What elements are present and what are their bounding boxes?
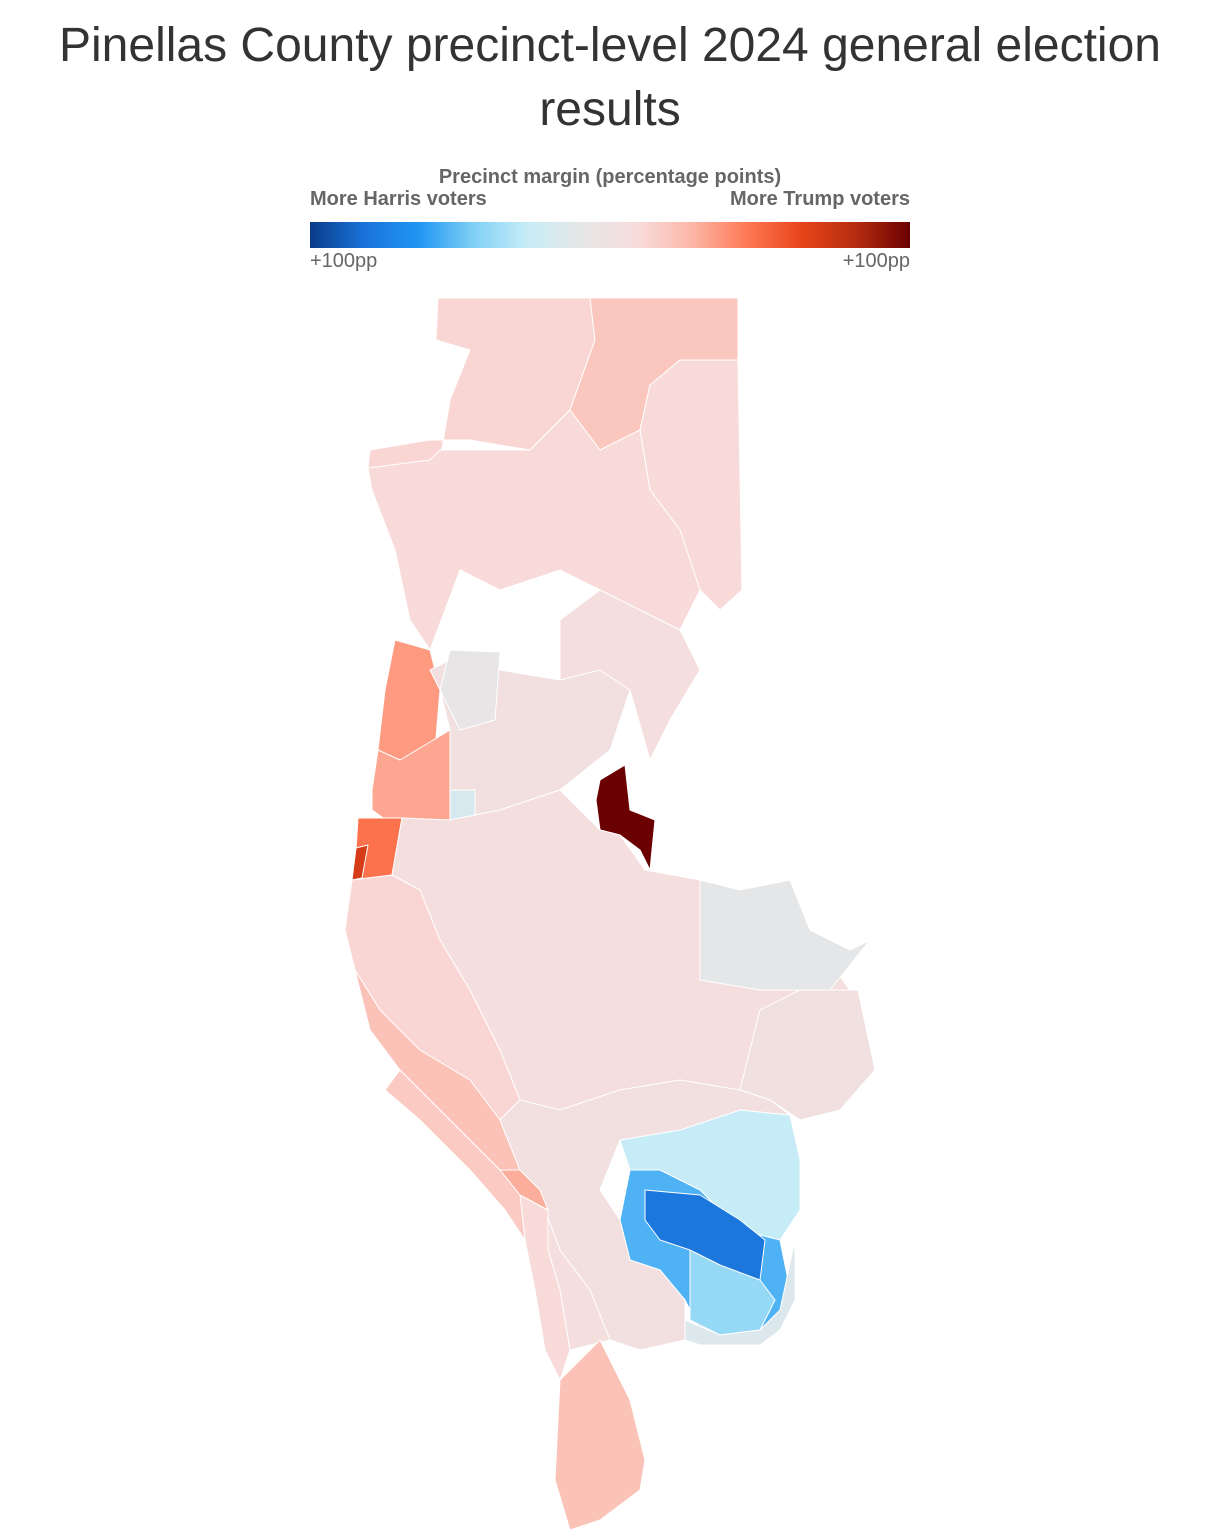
precinct-clearwater-beach-3 [351, 844, 369, 881]
precinct-south-st-pete-4 [684, 1239, 796, 1346]
precinct-feather-sound [595, 764, 656, 871]
legend-left-label: More Harris voters [310, 188, 487, 210]
precinct-map [344, 297, 876, 1531]
page-title: Pinellas County precinct-level 2024 gene… [59, 19, 1161, 136]
legend-left-tick: +100pp [310, 250, 378, 272]
precinct-treasure-island [499, 1169, 549, 1211]
legend-ticks: +100pp +100pp [310, 250, 910, 273]
precinct-safety-harbor [559, 589, 701, 761]
precinct-gateway [699, 879, 871, 991]
legend-right-tick: +100pp [842, 250, 910, 272]
precinct-south-st-pete-3 [689, 1249, 776, 1336]
legend-color-scale [310, 222, 910, 248]
legend-title: Precinct margin (percentage points) [438, 166, 782, 188]
legend: Precinct margin (percentage points) More… [310, 166, 910, 273]
precinct-clearwater-harris-1 [439, 649, 501, 731]
legend-right-label: More Trump voters [729, 188, 910, 210]
legend-side-labels: More Harris voters More Trump voters [310, 188, 910, 218]
precinct-pass-a-grille [384, 1069, 526, 1241]
precinct-northeast-st-pete [739, 989, 876, 1121]
precinct-tierra-verde [554, 1339, 646, 1531]
precinct-st-pete-beach [519, 1194, 571, 1381]
